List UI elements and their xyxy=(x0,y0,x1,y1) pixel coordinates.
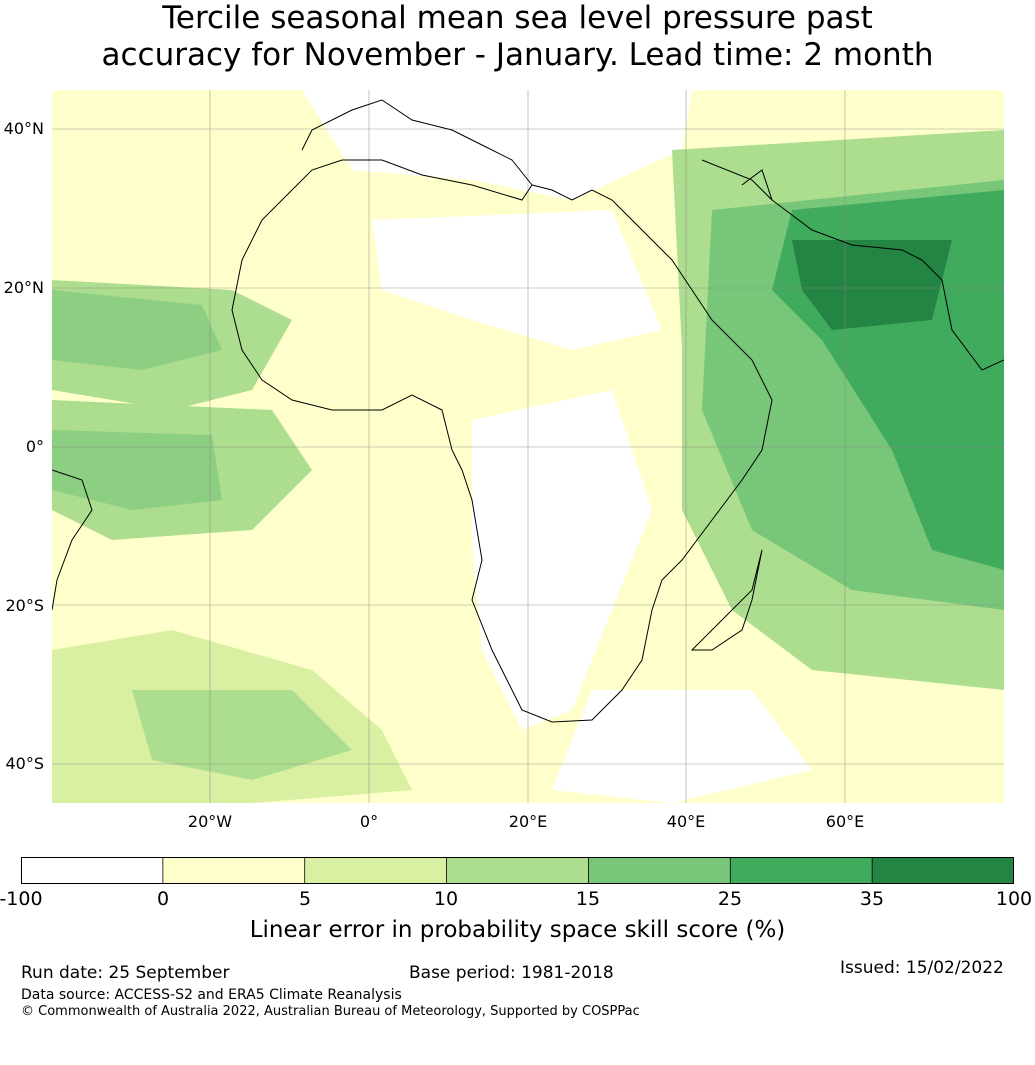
lon-label-40e: 40°E xyxy=(666,812,706,831)
lon-label-20w: 20°W xyxy=(187,812,233,831)
colorbar-frame xyxy=(21,857,1014,884)
skill-region xyxy=(552,690,812,803)
lat-label-0: 0° xyxy=(25,437,44,456)
graticule xyxy=(52,90,1004,803)
data-source: Data source: ACCESS-S2 and ERA5 Climate … xyxy=(21,987,402,1003)
skill-region xyxy=(52,290,222,370)
title-line-2: accuracy for November - January. Lead ti… xyxy=(101,37,934,73)
coastlines xyxy=(51,99,1005,723)
lat-label-40s: 40°S xyxy=(5,754,44,773)
lat-label-20s: 20°S xyxy=(5,596,44,615)
skill-region xyxy=(792,240,952,330)
run-date: Run date: 25 September xyxy=(21,963,230,983)
map-title: Tercile seasonal mean sea level pressure… xyxy=(0,0,1035,74)
colorbar xyxy=(21,857,1014,884)
colorbar-tick: 100 xyxy=(995,888,1033,910)
skill-region xyxy=(372,210,662,350)
skill-region xyxy=(472,390,652,730)
skill-region xyxy=(132,690,352,780)
colorbar-cell xyxy=(162,857,306,884)
colorbar-cell xyxy=(21,857,164,884)
issued-date: Issued: 15/02/2022 xyxy=(840,958,1004,978)
colorbar-cell xyxy=(871,857,1014,884)
colorbar-tick: 0 xyxy=(156,888,170,910)
colorbar-cell xyxy=(446,857,590,884)
lon-label-20e: 20°E xyxy=(508,812,548,831)
colorbar-tick: 25 xyxy=(717,888,743,910)
base-period: Base period: 1981-2018 xyxy=(409,963,614,983)
title-line-1: Tercile seasonal mean sea level pressure… xyxy=(162,0,873,36)
colorbar-label: Linear error in probability space skill … xyxy=(249,917,786,943)
skill-region xyxy=(52,430,222,510)
skill-region xyxy=(952,390,1004,530)
lon-label-0: 0° xyxy=(359,812,379,831)
colorbar-tick: 15 xyxy=(575,888,601,910)
lon-label-60e: 60°E xyxy=(825,812,865,831)
colorbar-cell xyxy=(304,857,448,884)
copyright: © Commonwealth of Australia 2022, Austra… xyxy=(21,1004,640,1019)
skill-score-map xyxy=(51,90,1005,803)
colorbar-cell xyxy=(588,857,732,884)
colorbar-tick: -100 xyxy=(0,888,43,910)
colorbar-tick: 35 xyxy=(859,888,885,910)
map-panel xyxy=(51,90,1005,803)
lat-label-20n: 20°N xyxy=(3,278,44,297)
colorbar-cell xyxy=(729,857,874,884)
colorbar-tick: 10 xyxy=(433,888,459,910)
colorbar-tick: 5 xyxy=(298,888,312,910)
lat-label-40n: 40°N xyxy=(3,119,44,138)
skill-region xyxy=(302,90,692,200)
